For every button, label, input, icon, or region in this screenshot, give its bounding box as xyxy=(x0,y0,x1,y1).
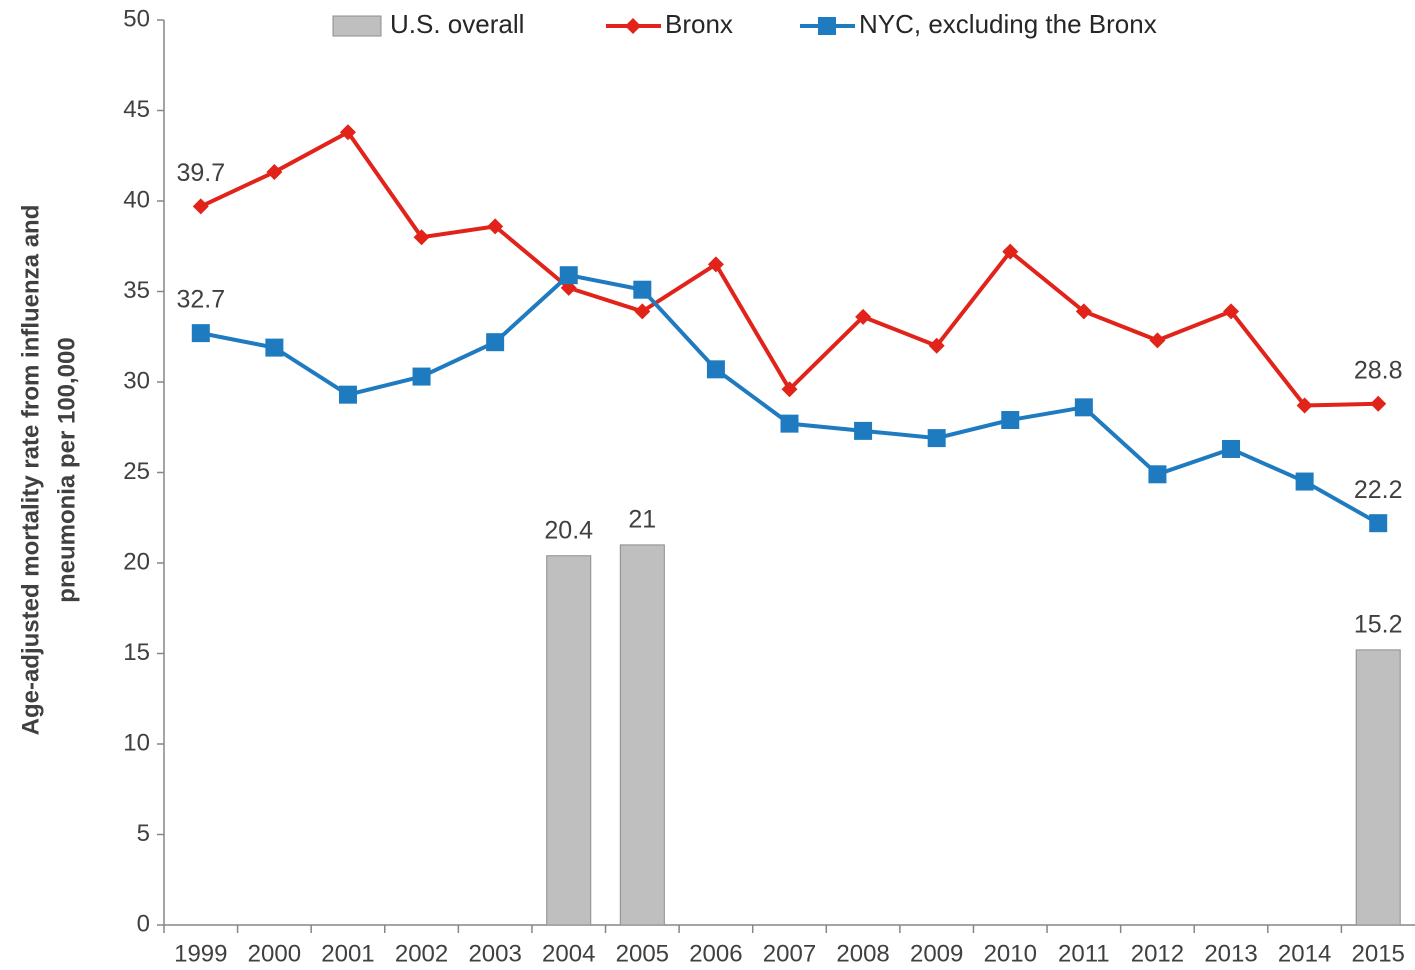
marker xyxy=(780,414,799,433)
data-label: 21 xyxy=(628,506,656,534)
legend-label: Bronx xyxy=(665,9,733,39)
marker xyxy=(192,198,209,215)
y-tick-label: 50 xyxy=(123,5,150,32)
x-tick-label: 2015 xyxy=(1352,940,1405,967)
legend-swatch xyxy=(332,15,382,37)
x-tick-label: 2002 xyxy=(395,940,448,967)
marker xyxy=(706,360,725,379)
x-tick-label: 2013 xyxy=(1204,940,1257,967)
marker xyxy=(1223,303,1240,320)
x-tick-label: 2012 xyxy=(1131,940,1184,967)
marker xyxy=(191,324,210,343)
x-tick-label: 2008 xyxy=(836,940,889,967)
marker xyxy=(1001,411,1020,430)
marker xyxy=(634,303,651,320)
bar xyxy=(546,555,592,926)
line xyxy=(199,129,1379,408)
x-tick-label: 2001 xyxy=(321,940,374,967)
marker xyxy=(266,164,283,181)
data-label: 22.2 xyxy=(1354,476,1403,504)
marker xyxy=(1148,465,1167,484)
marker xyxy=(1370,395,1387,412)
marker xyxy=(1075,303,1092,320)
data-label: 28.8 xyxy=(1354,356,1403,384)
legend-marker xyxy=(625,18,641,34)
x-tick-label: 2006 xyxy=(689,940,742,967)
x-tick-label: 2007 xyxy=(763,940,816,967)
marker xyxy=(559,266,578,285)
marker xyxy=(413,229,430,246)
marker xyxy=(1295,472,1314,491)
marker xyxy=(707,256,724,273)
marker xyxy=(265,338,284,357)
x-tick-label: 2010 xyxy=(984,940,1037,967)
legend-label: U.S. overall xyxy=(390,9,524,39)
marker xyxy=(781,381,798,398)
y-axis-label: Age-adjusted mortality rate from influen… xyxy=(17,205,44,736)
marker xyxy=(633,280,652,299)
y-tick-label: 40 xyxy=(123,186,150,213)
x-tick-label: 2003 xyxy=(468,940,521,967)
marker xyxy=(928,337,945,354)
marker xyxy=(487,218,504,235)
marker xyxy=(1296,397,1313,414)
x-tick-label: 1999 xyxy=(174,940,227,967)
y-tick-label: 5 xyxy=(137,820,150,847)
y-tick-label: 20 xyxy=(123,548,150,575)
y-tick-label: 15 xyxy=(123,639,150,666)
marker xyxy=(412,367,431,386)
bar xyxy=(619,544,665,926)
marker xyxy=(486,333,505,352)
y-tick-label: 35 xyxy=(123,277,150,304)
bar xyxy=(1355,649,1401,926)
y-tick-label: 0 xyxy=(137,910,150,937)
marker xyxy=(1222,439,1241,458)
legend-label: NYC, excluding the Bronx xyxy=(859,9,1157,39)
x-tick-label: 2014 xyxy=(1278,940,1331,967)
legend-marker xyxy=(818,17,836,35)
y-tick-label: 25 xyxy=(123,458,150,485)
line xyxy=(200,273,1380,525)
marker xyxy=(338,385,357,404)
marker xyxy=(854,421,873,440)
y-axis-label: pneumonia per 100,000 xyxy=(53,337,80,602)
data-label: 15.2 xyxy=(1354,610,1403,638)
marker xyxy=(1074,398,1093,417)
x-tick-label: 2011 xyxy=(1058,940,1110,967)
marker xyxy=(1369,514,1388,533)
y-tick-label: 30 xyxy=(123,367,150,394)
marker xyxy=(339,124,356,141)
marker xyxy=(1002,243,1019,260)
marker xyxy=(855,308,872,325)
y-tick-label: 10 xyxy=(123,729,150,756)
x-tick-label: 2009 xyxy=(910,940,963,967)
y-tick-label: 45 xyxy=(123,96,150,123)
marker xyxy=(927,429,946,448)
data-label: 39.7 xyxy=(176,159,225,187)
marker xyxy=(1149,332,1166,349)
x-tick-label: 2004 xyxy=(542,940,595,967)
data-label: 20.4 xyxy=(544,516,593,544)
x-tick-label: 2000 xyxy=(248,940,301,967)
x-tick-label: 2005 xyxy=(616,940,669,967)
data-label: 32.7 xyxy=(176,286,225,314)
